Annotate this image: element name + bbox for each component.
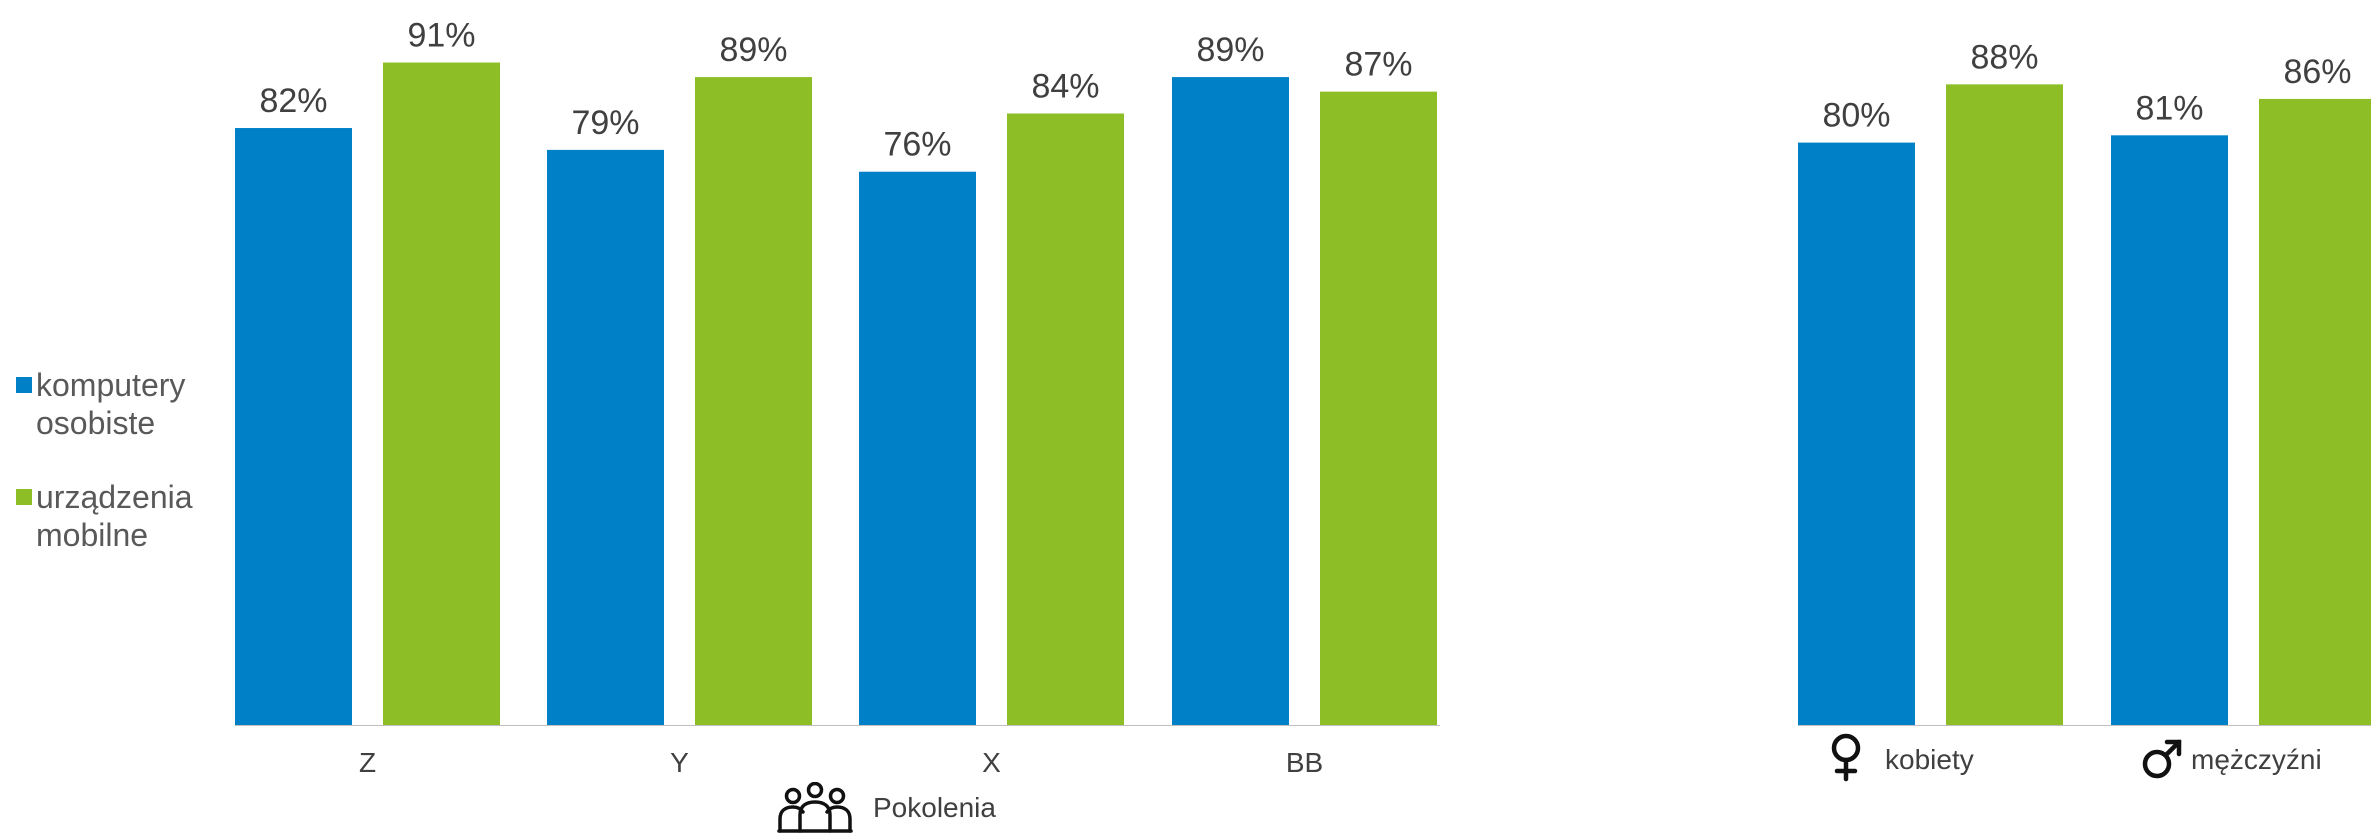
- data-label-mobile-1: 89%: [719, 31, 787, 69]
- data-label-mobile-2: 84%: [1031, 67, 1099, 105]
- x-tick-label-0: Z: [359, 747, 376, 778]
- male-symbol-icon: [2142, 739, 2182, 779]
- female-symbol-ring: [1831, 733, 1861, 763]
- data-label-computers-1: 79%: [571, 104, 639, 142]
- bar-computers-1: [547, 149, 664, 725]
- generations-caption-label: Pokolenia: [873, 792, 996, 823]
- legend-item-mobile: urządzenia mobilne: [16, 478, 226, 554]
- bar-mobile-0: [383, 62, 500, 725]
- bar-mobile-1: [695, 77, 812, 725]
- data-label-mobile-3: 87%: [1344, 46, 1412, 84]
- people-group-icon: [775, 782, 855, 834]
- legend-label-computers: komputery osobiste: [36, 367, 186, 441]
- bar-mobile-0: [1946, 84, 2063, 726]
- bar-mobile-2: [1007, 113, 1124, 726]
- female-symbol-icon: [1831, 733, 1861, 782]
- x-tick-label-men: mężczyźni: [2191, 744, 2322, 775]
- bar-computers-3: [1172, 77, 1289, 725]
- male-symbol-ring: [2142, 749, 2172, 779]
- bar-mobile-1: [2259, 98, 2371, 726]
- legend-swatch-mobile: [16, 489, 32, 505]
- data-label-computers-3: 89%: [1196, 31, 1264, 69]
- chart-legend: komputery osobiste urządzenia mobilne: [16, 366, 226, 590]
- data-label-computers-2: 76%: [883, 126, 951, 164]
- generations-caption: Pokolenia: [775, 782, 996, 834]
- male-symbol-arrowhead: [2164, 739, 2182, 757]
- bar-computers-0: [235, 128, 352, 726]
- data-label-mobile-0: 88%: [1970, 38, 2038, 76]
- legend-item-computers: komputery osobiste: [16, 366, 226, 442]
- bar-mobile-3: [1320, 91, 1437, 725]
- bar-computers-1: [2111, 135, 2228, 725]
- data-label-computers-0: 80%: [1822, 97, 1890, 135]
- data-label-mobile-0: 91%: [407, 17, 475, 55]
- data-label-computers-0: 82%: [259, 82, 327, 120]
- bar-computers-2: [859, 171, 976, 726]
- legend-swatch-computers: [16, 377, 32, 393]
- bar-computers-0: [1798, 142, 1915, 726]
- x-tick-label-2: X: [982, 747, 1001, 778]
- x-tick-label-3: BB: [1286, 747, 1323, 778]
- data-label-mobile-1: 86%: [2283, 53, 2351, 91]
- x-tick-label-1: Y: [670, 747, 689, 778]
- x-tick-label-women: kobiety: [1885, 744, 1974, 775]
- chart-panel-1: 82% 91% Z 79% 89% Y 76% 84% X 89% 87% BB: [235, 17, 1440, 778]
- chart-panel-2: 80% 88% kobiety 81% 86% mężczyźni: [1798, 38, 2371, 782]
- legend-label-mobile: urządzenia mobilne: [36, 479, 193, 553]
- data-label-computers-1: 81%: [2135, 89, 2203, 127]
